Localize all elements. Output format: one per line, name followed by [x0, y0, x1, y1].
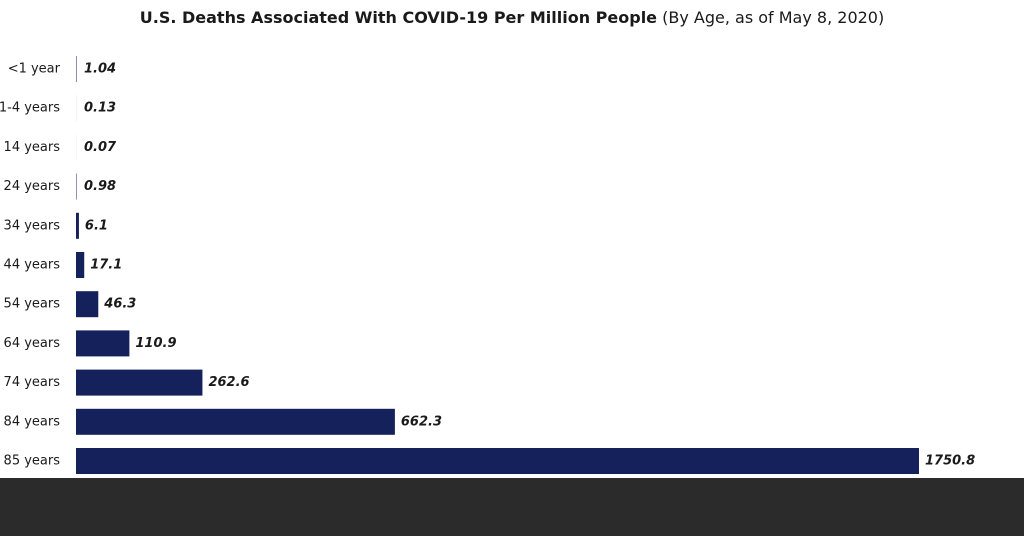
- value-label: 46.3: [103, 297, 136, 312]
- value-label: 6.1: [85, 218, 108, 233]
- chart-heading: U.S. Deaths Associated With COVID-19 Per…: [140, 8, 884, 27]
- value-label: 110.9: [135, 336, 176, 351]
- bar: [76, 291, 99, 318]
- bar: [76, 408, 395, 435]
- y-tick-label: 85 years: [4, 454, 61, 469]
- bar: [76, 56, 77, 82]
- value-label: 662.3: [401, 414, 442, 429]
- value-label: 1.04: [84, 62, 116, 77]
- chart-title: U.S. Deaths Associated With COVID-19 Per…: [140, 8, 657, 27]
- value-label: 17.1: [90, 258, 122, 273]
- chart-background: [0, 0, 1024, 478]
- value-label: 0.07: [84, 140, 117, 155]
- chart-subtitle: (By Age, as of May 8, 2020): [662, 8, 884, 27]
- bottom-band: [0, 478, 1024, 536]
- bar: [76, 369, 203, 396]
- y-tick-label: 84 years: [4, 414, 61, 429]
- value-label: 262.6: [208, 375, 249, 390]
- bar: [76, 330, 130, 357]
- bar: [76, 448, 919, 474]
- y-tick-label: <1 year: [8, 62, 61, 77]
- y-tick-label: 34 years: [4, 218, 61, 233]
- value-label: 0.98: [84, 179, 116, 194]
- bar: [76, 252, 85, 278]
- y-tick-label: 44 years: [4, 258, 61, 273]
- y-tick-label: 14 years: [4, 140, 61, 155]
- y-tick-label: 64 years: [4, 336, 61, 351]
- value-label: 1750.8: [925, 454, 975, 469]
- y-tick-label: 54 years: [4, 297, 61, 312]
- y-tick-label: 1-4 years: [0, 101, 60, 116]
- bar: [76, 212, 79, 239]
- y-tick-label: 24 years: [4, 179, 61, 194]
- y-tick-label: 74 years: [4, 375, 61, 390]
- value-label: 0.13: [84, 101, 116, 116]
